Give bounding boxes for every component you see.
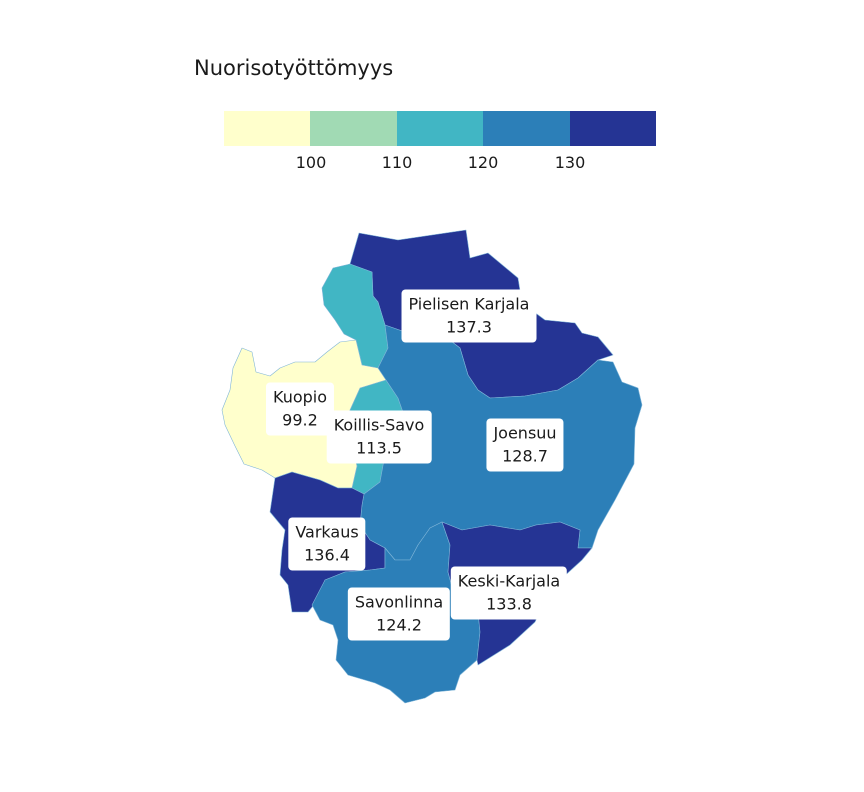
legend-swatch — [396, 111, 484, 146]
region-value: 136.4 — [304, 545, 350, 565]
region-value: 99.2 — [282, 410, 318, 430]
region-name: Varkaus — [295, 522, 359, 542]
legend-swatch — [569, 111, 657, 146]
region-value: 128.7 — [502, 446, 548, 466]
region-name: Koillis-Savo — [333, 415, 425, 435]
legend-ticks: 100 110 120 130 — [0, 153, 864, 177]
region-label-varkaus: Varkaus 136.4 — [288, 517, 366, 571]
region-label-joensuu: Joensuu 128.7 — [486, 418, 564, 472]
region-label-keski-karjala: Keski-Karjala 133.8 — [450, 566, 568, 620]
region-label-kuopio: Kuopio 99.2 — [265, 382, 335, 436]
legend-tick-label: 110 — [381, 153, 413, 172]
region-name: Keski-Karjala — [457, 571, 561, 591]
legend-swatch — [310, 111, 397, 146]
region-label-savonlinna: Savonlinna 124.2 — [347, 587, 451, 641]
legend-title: Nuorisotyöttömyys — [194, 56, 394, 80]
region-label-koillis-savo: Koillis-Savo 113.5 — [326, 410, 432, 464]
region-value: 124.2 — [376, 615, 422, 635]
region-name: Savonlinna — [354, 592, 444, 612]
legend-tick-label: 120 — [467, 153, 499, 172]
legend-tick-label: 100 — [295, 153, 327, 172]
region-name: Joensuu — [493, 423, 557, 443]
legend-color-bar — [224, 111, 657, 146]
region-value: 113.5 — [356, 438, 402, 458]
region-value: 133.8 — [486, 594, 532, 614]
region-name: Pielisen Karjala — [408, 294, 530, 314]
region-name: Kuopio — [272, 387, 328, 407]
region-label-pielisen-karjala: Pielisen Karjala 137.3 — [401, 289, 537, 343]
legend-tick-label: 130 — [554, 153, 586, 172]
legend-swatch — [224, 111, 311, 146]
legend-swatch — [483, 111, 570, 146]
region-value: 137.3 — [446, 317, 492, 337]
